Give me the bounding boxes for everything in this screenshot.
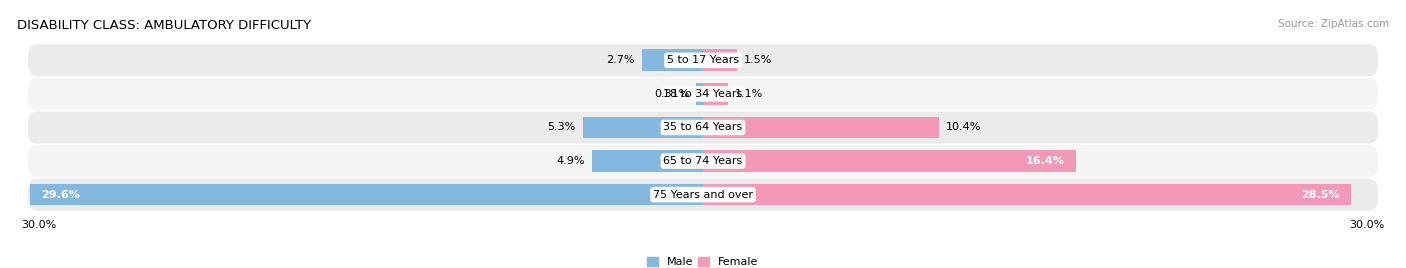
Text: 5.3%: 5.3% xyxy=(547,122,575,132)
Text: DISABILITY CLASS: AMBULATORY DIFFICULTY: DISABILITY CLASS: AMBULATORY DIFFICULTY xyxy=(17,19,311,32)
Text: 5 to 17 Years: 5 to 17 Years xyxy=(666,55,740,65)
Text: 10.4%: 10.4% xyxy=(946,122,981,132)
Bar xyxy=(703,150,1076,172)
Text: 75 Years and over: 75 Years and over xyxy=(652,189,754,200)
Legend: Male, Female: Male, Female xyxy=(643,253,763,268)
Text: 18 to 34 Years: 18 to 34 Years xyxy=(664,89,742,99)
Bar xyxy=(703,49,737,71)
Bar xyxy=(703,117,939,138)
Bar xyxy=(582,117,703,138)
FancyBboxPatch shape xyxy=(28,44,1378,76)
Text: 29.6%: 29.6% xyxy=(42,189,80,200)
Bar xyxy=(641,49,703,71)
Text: 30.0%: 30.0% xyxy=(21,220,56,230)
Text: 2.7%: 2.7% xyxy=(606,55,636,65)
Text: 30.0%: 30.0% xyxy=(1350,220,1385,230)
Bar xyxy=(592,150,703,172)
Bar xyxy=(696,83,703,105)
Text: 4.9%: 4.9% xyxy=(557,156,585,166)
FancyBboxPatch shape xyxy=(28,111,1378,144)
Bar xyxy=(30,184,703,206)
Text: 35 to 64 Years: 35 to 64 Years xyxy=(664,122,742,132)
Bar xyxy=(703,184,1351,206)
Text: 16.4%: 16.4% xyxy=(1025,156,1064,166)
Text: Source: ZipAtlas.com: Source: ZipAtlas.com xyxy=(1278,19,1389,29)
Text: 0.31%: 0.31% xyxy=(654,89,689,99)
Text: 65 to 74 Years: 65 to 74 Years xyxy=(664,156,742,166)
Text: 28.5%: 28.5% xyxy=(1301,189,1340,200)
FancyBboxPatch shape xyxy=(28,145,1378,177)
Text: 1.1%: 1.1% xyxy=(735,89,763,99)
Bar xyxy=(703,83,728,105)
Text: 1.5%: 1.5% xyxy=(744,55,772,65)
FancyBboxPatch shape xyxy=(28,178,1378,211)
FancyBboxPatch shape xyxy=(28,78,1378,110)
